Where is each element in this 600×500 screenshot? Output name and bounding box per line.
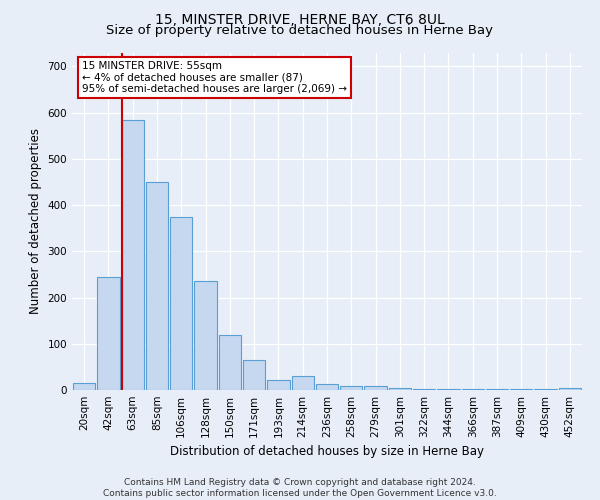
Bar <box>486 389 508 390</box>
Bar <box>340 386 362 390</box>
Bar <box>73 383 95 390</box>
Text: 15, MINSTER DRIVE, HERNE BAY, CT6 8UL: 15, MINSTER DRIVE, HERNE BAY, CT6 8UL <box>155 12 445 26</box>
Bar <box>535 389 557 390</box>
Bar <box>510 389 532 390</box>
Bar <box>292 376 314 390</box>
Bar <box>413 388 436 390</box>
Bar <box>218 334 241 390</box>
Bar <box>389 388 411 390</box>
Bar <box>364 386 387 390</box>
Bar <box>243 360 265 390</box>
Text: 15 MINSTER DRIVE: 55sqm
← 4% of detached houses are smaller (87)
95% of semi-det: 15 MINSTER DRIVE: 55sqm ← 4% of detached… <box>82 61 347 94</box>
Bar <box>267 380 290 390</box>
X-axis label: Distribution of detached houses by size in Herne Bay: Distribution of detached houses by size … <box>170 446 484 458</box>
Bar <box>146 182 168 390</box>
Bar <box>461 389 484 390</box>
Bar <box>170 216 193 390</box>
Bar <box>559 388 581 390</box>
Bar <box>437 388 460 390</box>
Bar <box>97 276 119 390</box>
Bar <box>194 282 217 390</box>
Bar <box>316 384 338 390</box>
Bar <box>122 120 144 390</box>
Y-axis label: Number of detached properties: Number of detached properties <box>29 128 42 314</box>
Text: Contains HM Land Registry data © Crown copyright and database right 2024.
Contai: Contains HM Land Registry data © Crown c… <box>103 478 497 498</box>
Text: Size of property relative to detached houses in Herne Bay: Size of property relative to detached ho… <box>107 24 493 37</box>
